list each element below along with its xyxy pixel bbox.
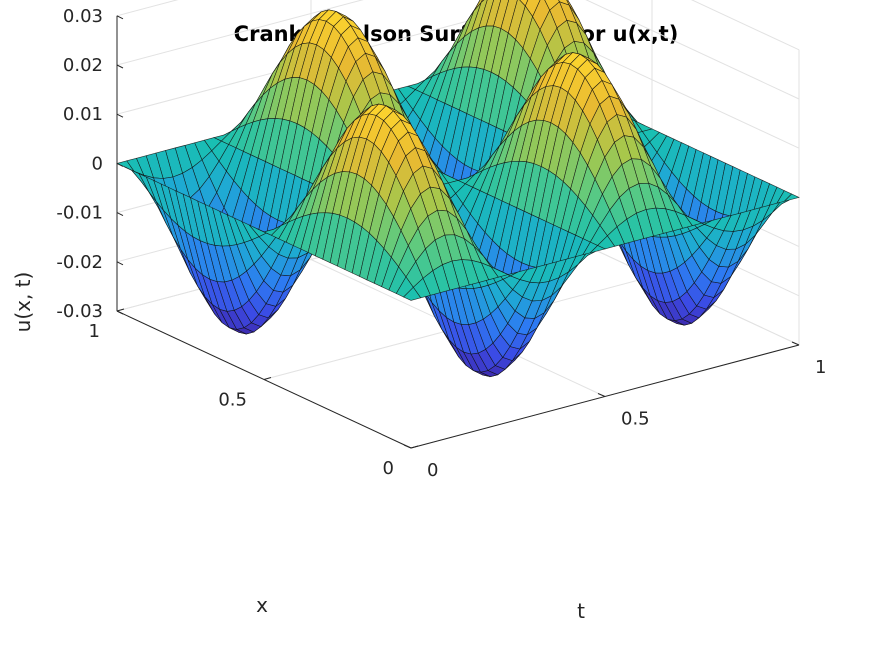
x-axis-label: x bbox=[256, 593, 268, 617]
z-tick-mark bbox=[116, 113, 124, 118]
z-tick-mark bbox=[116, 15, 124, 20]
x-tick-mark bbox=[263, 377, 272, 380]
z-tick-label: 0 bbox=[92, 153, 103, 174]
x-tick-label: 1 bbox=[89, 321, 100, 342]
z-tick-label: 0.03 bbox=[63, 6, 103, 27]
z-tick-label: 0.01 bbox=[63, 104, 103, 125]
axes bbox=[116, 15, 800, 449]
t-tick-label: 0.5 bbox=[621, 409, 650, 430]
t-tick-mark bbox=[403, 444, 412, 449]
x-tick-label: 0.5 bbox=[218, 390, 247, 411]
x-tick-label: 0 bbox=[383, 458, 394, 479]
grid-line-z bbox=[116, 0, 800, 100]
z-tick-label: -0.02 bbox=[56, 252, 103, 273]
t-tick-mark bbox=[597, 393, 606, 397]
z-tick-mark bbox=[116, 64, 124, 69]
z-tick-mark bbox=[116, 212, 124, 217]
t-axis-label: t bbox=[577, 599, 585, 623]
z-tick-mark bbox=[116, 310, 124, 315]
z-tick-label: -0.03 bbox=[56, 301, 103, 322]
z-tick-label: -0.01 bbox=[56, 203, 103, 224]
t-tick-label: 0 bbox=[427, 460, 438, 481]
x-tick-mark bbox=[410, 445, 419, 449]
t-tick-label: 1 bbox=[815, 357, 826, 378]
z-tick-mark bbox=[116, 261, 124, 266]
z-axis-label: u(x, t) bbox=[11, 272, 35, 333]
z-tick-mark bbox=[116, 162, 124, 167]
surface-patch bbox=[403, 286, 422, 301]
tick-labels: -0.03 -0.02 -0.01 0 0.01 0.02 0.03 0 0.5 1 0 0.5 1 bbox=[56, 6, 826, 481]
x-tick-mark bbox=[116, 308, 125, 312]
surface bbox=[116, 0, 800, 378]
t-tick-mark bbox=[791, 341, 800, 346]
z-tick-label: 0.02 bbox=[63, 55, 103, 76]
grid-line-z bbox=[116, 0, 800, 51]
